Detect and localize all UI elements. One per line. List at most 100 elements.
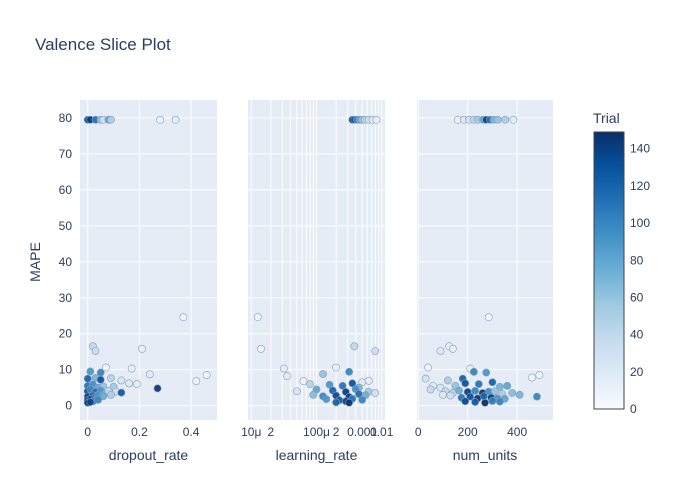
data-point xyxy=(153,384,162,393)
data-point xyxy=(495,397,504,406)
data-point xyxy=(83,374,92,383)
x-tick-label: 10μ xyxy=(241,425,261,439)
data-point xyxy=(474,380,483,388)
colorbar-tick-label: 120 xyxy=(630,179,650,193)
data-point xyxy=(86,398,95,406)
plot-area xyxy=(417,100,553,420)
data-point xyxy=(421,374,430,383)
x-tick-label: 0.01 xyxy=(370,425,394,439)
y-tick-label: 40 xyxy=(59,255,73,269)
colorbar: Trial 0 20 40 60 80 100 120 140 xyxy=(593,110,650,416)
data-point xyxy=(156,115,165,124)
data-point xyxy=(371,347,380,355)
x-tick-label: 0.4 xyxy=(183,425,200,439)
data-point xyxy=(132,380,141,388)
y-tick-label: 70 xyxy=(59,147,73,161)
data-point xyxy=(96,368,105,377)
data-point xyxy=(257,344,265,353)
colorbar-tick-label: 20 xyxy=(630,365,644,379)
x-tick-label: 0.2 xyxy=(131,425,148,439)
data-point xyxy=(179,313,188,322)
y-tick-label: 10 xyxy=(59,363,73,377)
data-point xyxy=(528,373,536,382)
colorbar-title: Trial xyxy=(593,110,620,126)
data-point xyxy=(479,392,488,401)
data-point xyxy=(91,347,100,355)
data-point xyxy=(439,390,447,399)
data-point xyxy=(501,115,510,124)
data-point xyxy=(503,381,512,390)
y-axis-title: MAPE xyxy=(27,242,43,282)
data-point xyxy=(127,364,136,373)
data-point xyxy=(495,383,504,391)
data-point xyxy=(488,397,497,405)
data-point xyxy=(192,377,201,386)
x-tick-label: 400 xyxy=(507,425,527,439)
data-point xyxy=(461,397,470,406)
x-tick-label: 0.001 xyxy=(347,425,377,439)
data-point xyxy=(446,391,455,400)
x-tick-label: 0 xyxy=(415,425,422,439)
data-point xyxy=(86,367,95,376)
data-point xyxy=(493,115,502,124)
x-axis-title: learning_rate xyxy=(276,447,358,463)
data-point xyxy=(117,388,126,397)
panel-num_units: 0 200 400 num_units xyxy=(415,100,553,463)
y-tick-label: 60 xyxy=(59,183,73,197)
colorbar-tick-label: 100 xyxy=(630,216,650,230)
data-point xyxy=(107,115,115,124)
data-point xyxy=(488,378,497,387)
colorbar-tick-label: 0 xyxy=(630,402,637,416)
data-point xyxy=(322,395,331,404)
y-tick-label: 80 xyxy=(59,111,73,125)
data-point xyxy=(515,390,524,399)
data-point xyxy=(319,370,327,378)
data-point xyxy=(424,363,433,372)
data-point xyxy=(461,379,470,388)
data-point xyxy=(371,389,380,397)
data-point xyxy=(345,398,354,407)
data-point xyxy=(364,376,373,385)
y-tick-label: 30 xyxy=(59,291,73,305)
data-point xyxy=(107,374,115,383)
data-point xyxy=(484,313,493,322)
data-point xyxy=(471,398,480,406)
x-tick-label: 0 xyxy=(84,425,91,439)
panel-dropout_rate: 0 0.2 0.4 0 10 20 30 40 50 60 70 80 dropout_rate xyxy=(59,100,217,463)
data-point xyxy=(138,344,146,353)
data-point xyxy=(117,376,126,385)
data-point xyxy=(426,385,435,394)
data-point xyxy=(125,379,134,388)
data-point xyxy=(535,371,544,379)
colorbar-scale xyxy=(593,131,625,410)
data-point xyxy=(293,387,301,396)
data-point xyxy=(107,390,115,399)
data-point xyxy=(455,386,463,395)
colorbar-tick-label: 140 xyxy=(630,142,650,156)
data-point xyxy=(350,342,359,351)
data-point xyxy=(466,392,475,401)
data-point xyxy=(436,347,445,355)
colorbar-tick-label: 60 xyxy=(630,290,644,304)
data-point xyxy=(448,344,457,353)
data-point xyxy=(482,368,491,377)
x-tick-label: 200 xyxy=(458,425,478,439)
data-point xyxy=(345,367,354,376)
data-point xyxy=(145,370,154,379)
data-point xyxy=(309,390,318,399)
data-point xyxy=(202,371,211,379)
x-axis-title: num_units xyxy=(453,447,518,463)
x-tick-label: 2 xyxy=(333,425,340,439)
x-axis-title: dropout_rate xyxy=(109,447,189,463)
data-point xyxy=(348,379,357,388)
y-tick-label: 20 xyxy=(59,327,73,341)
y-tick-label: 0 xyxy=(65,399,72,413)
data-point xyxy=(306,380,314,388)
y-tick-label: 50 xyxy=(59,219,73,233)
data-point xyxy=(469,367,478,376)
data-point xyxy=(101,363,110,372)
data-point xyxy=(372,115,381,124)
data-point xyxy=(253,313,262,322)
